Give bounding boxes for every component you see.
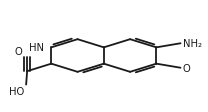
Text: NH₂: NH₂: [183, 38, 202, 48]
Text: O: O: [183, 64, 190, 74]
Text: HO: HO: [9, 86, 24, 96]
Text: O: O: [14, 46, 22, 56]
Text: HN: HN: [28, 42, 43, 52]
